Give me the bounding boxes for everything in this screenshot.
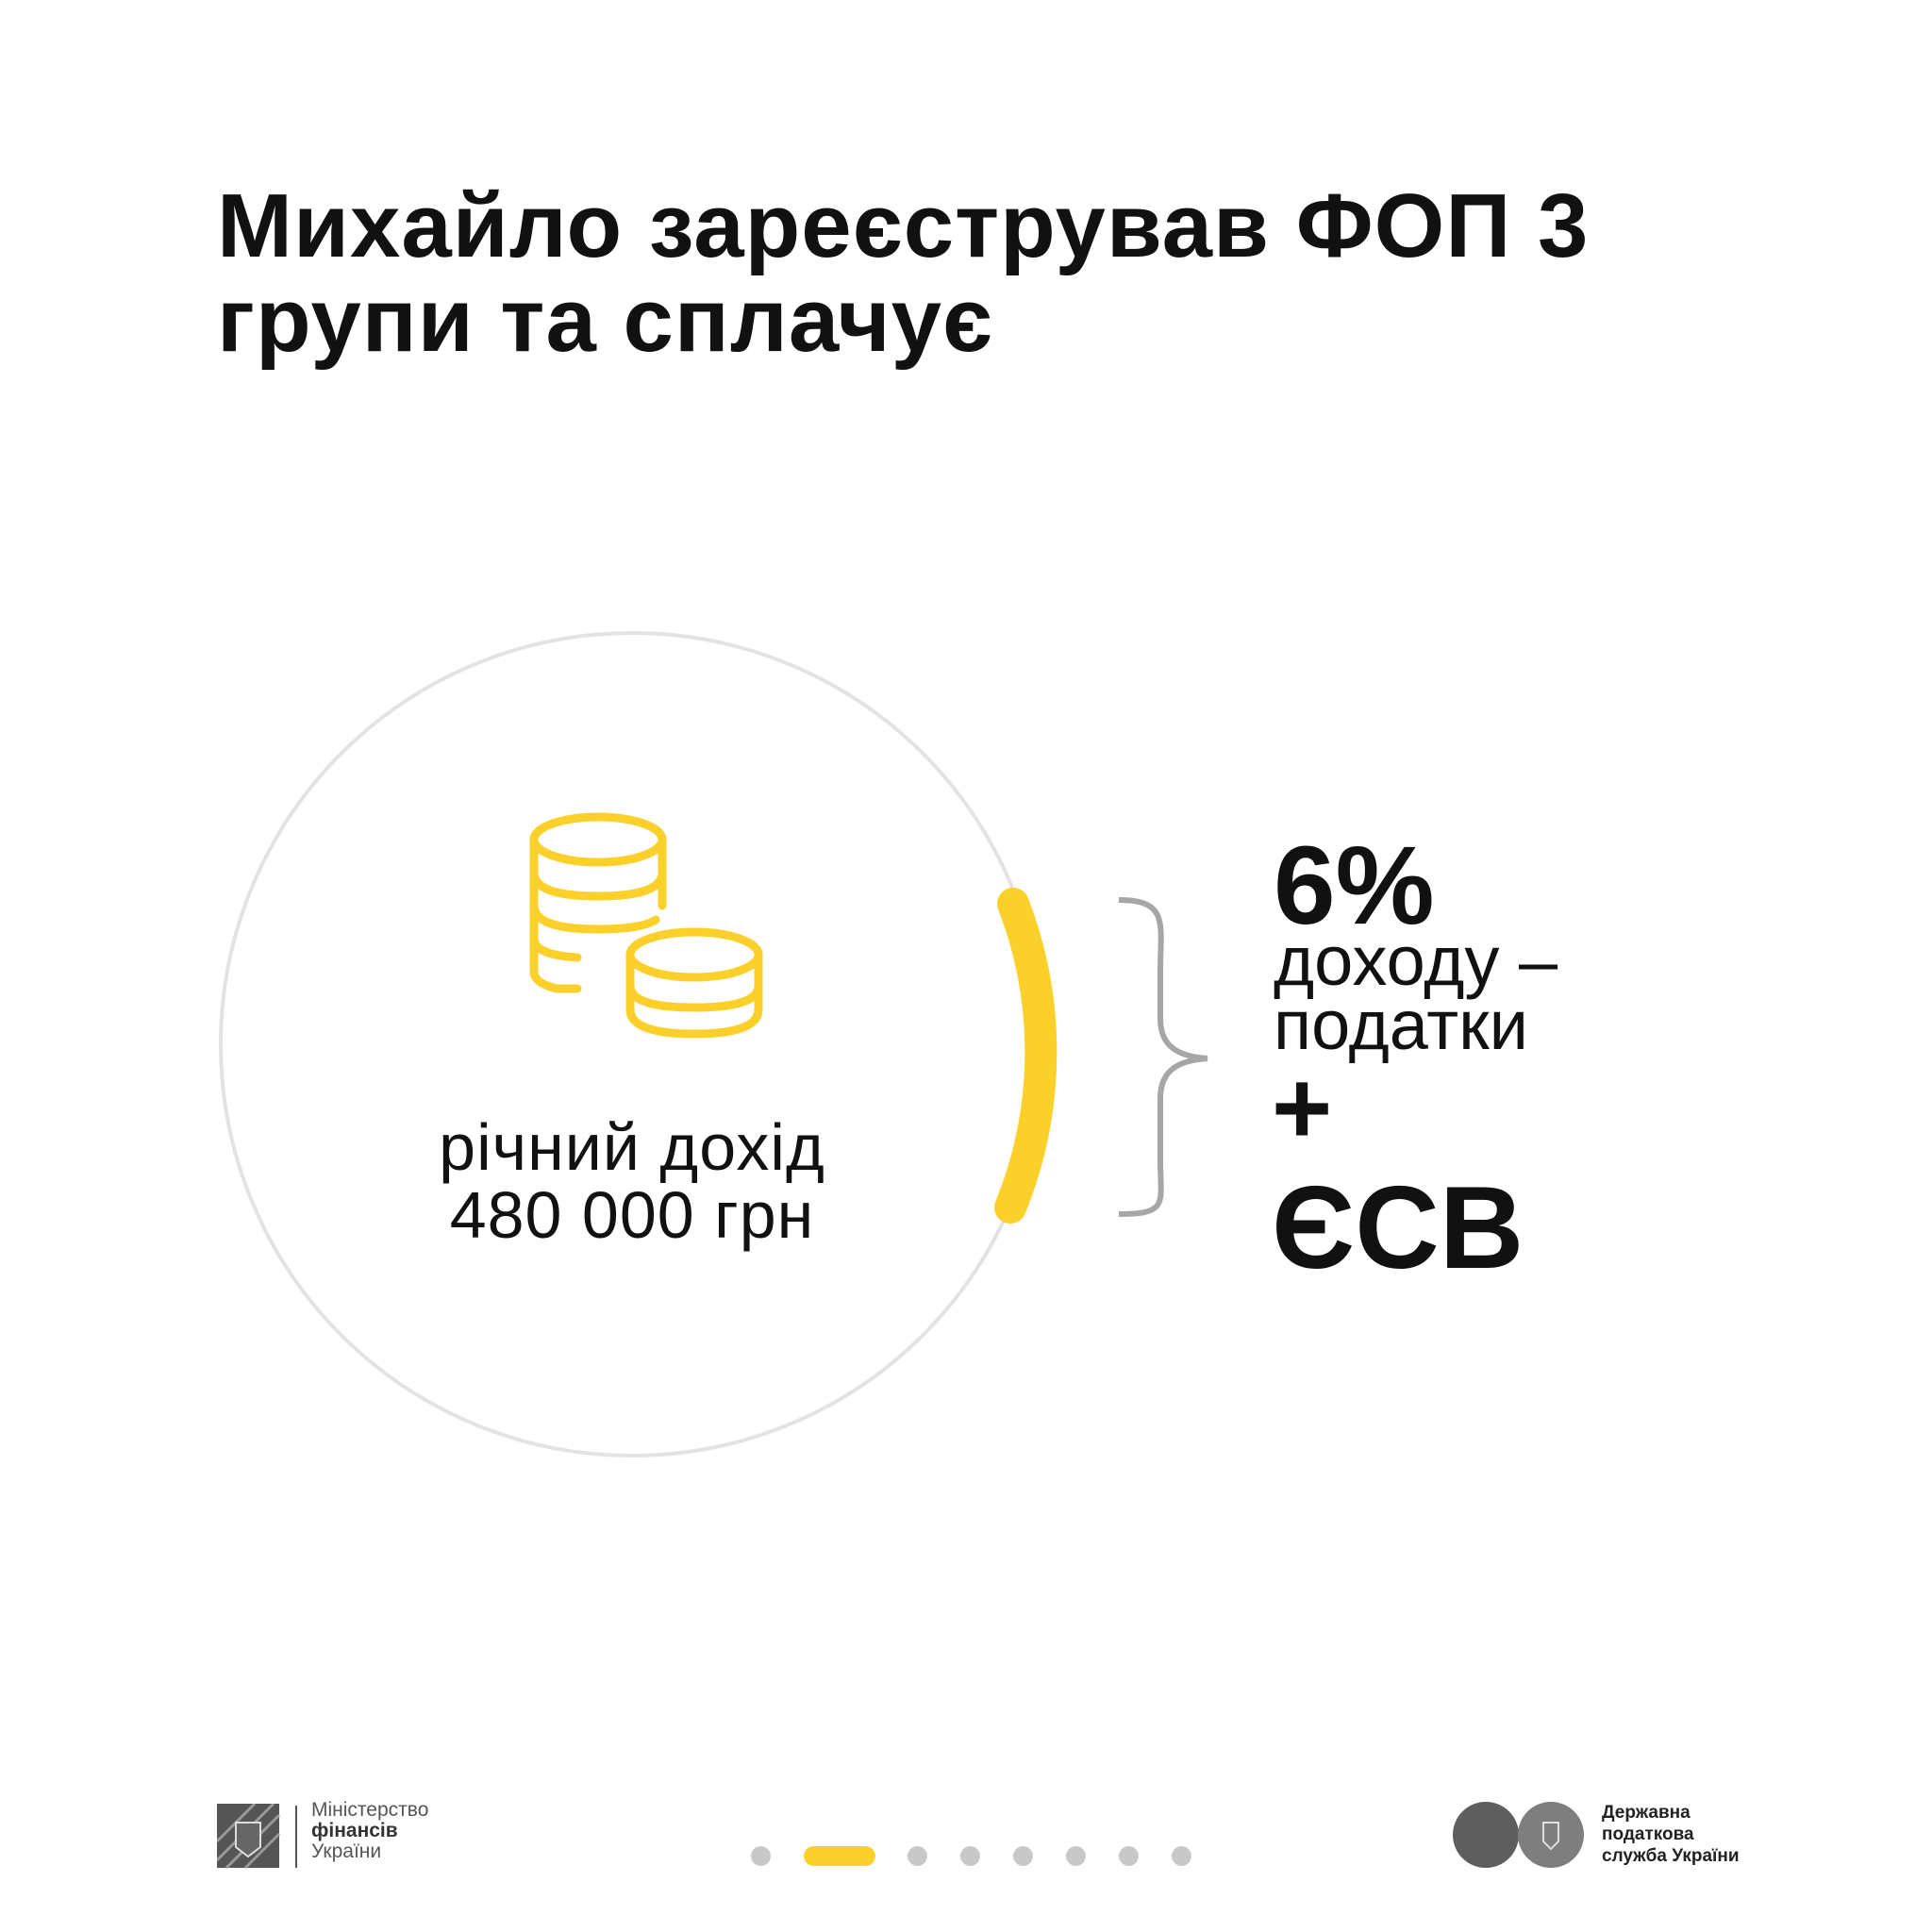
brace-icon	[1118, 897, 1208, 1217]
tax-service-line-2: податкова	[1602, 1824, 1694, 1844]
coins-icon	[529, 812, 763, 1039]
trident-icon	[1542, 1822, 1559, 1851]
tax-description: доходу – податки	[1274, 922, 1558, 1064]
title-line-1: Михайло зареєстрував ФОП 3	[217, 175, 1590, 276]
ministry-logo	[217, 1804, 297, 1870]
ministry-line-3: України	[311, 1840, 382, 1862]
plus-sign: +	[1272, 1050, 1333, 1166]
income-label: річний дохід	[439, 1110, 825, 1184]
page-dot-3[interactable]	[908, 1846, 927, 1866]
page-dot-7[interactable]	[1119, 1846, 1139, 1866]
tax-service-line-1: Державна	[1602, 1803, 1690, 1823]
page-dot-5[interactable]	[1013, 1846, 1033, 1866]
trident-icon	[235, 1822, 261, 1858]
title-line-2: групи та сплачує	[217, 270, 993, 371]
page-dot-2-active[interactable]	[804, 1846, 875, 1866]
tax-service-name: Державна податкова служба України	[1602, 1802, 1740, 1867]
esv-label: ЄСВ	[1272, 1163, 1524, 1293]
page-dot-4[interactable]	[960, 1846, 980, 1866]
ministry-line-1: Міністерство	[311, 1799, 429, 1821]
income-circle	[219, 631, 1045, 1457]
ministry-line-2: фінансів	[311, 1820, 398, 1841]
page-dot-8[interactable]	[1172, 1846, 1191, 1866]
tax-desc-line-1: доходу –	[1274, 922, 1558, 1000]
income-amount: 480 000 грн	[449, 1178, 815, 1252]
ministry-name: Міністерство фінансів України	[311, 1800, 428, 1862]
page-dot-1[interactable]	[751, 1846, 771, 1866]
tax-share-arc	[994, 888, 1058, 1224]
tax-service-logo	[1453, 1802, 1584, 1868]
tax-service-line-3: служба України	[1602, 1846, 1740, 1866]
page-dot-6[interactable]	[1066, 1846, 1086, 1866]
annual-income: річний дохід 480 000 грн	[349, 1113, 915, 1249]
page-title: Михайло зареєстрував ФОП 3 групи та спла…	[217, 179, 1589, 368]
tax-rate: 6%	[1274, 824, 1435, 948]
tax-desc-line-2: податки	[1274, 986, 1528, 1064]
